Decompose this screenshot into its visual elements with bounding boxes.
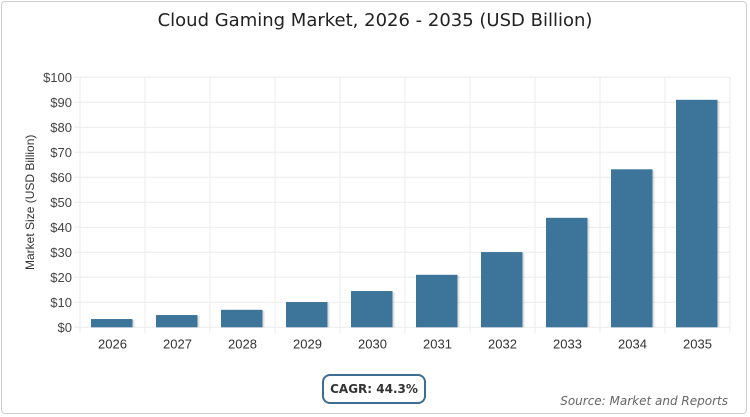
bar-2027 bbox=[156, 315, 198, 328]
x-tick-label: 2034 bbox=[618, 336, 647, 351]
bar-2033 bbox=[546, 217, 588, 328]
bar-2029 bbox=[286, 302, 328, 328]
y-tick-label: $60 bbox=[50, 170, 72, 185]
x-tick-label: 2031 bbox=[423, 336, 452, 351]
chart-title: Cloud Gaming Market, 2026 - 2035 (USD Bi… bbox=[157, 10, 593, 31]
y-tick-label: $70 bbox=[50, 145, 72, 160]
x-tick-label: 2026 bbox=[98, 336, 127, 351]
bar-2031 bbox=[416, 274, 458, 328]
x-tick-label: 2035 bbox=[683, 336, 712, 351]
y-tick-label: $0 bbox=[58, 320, 72, 335]
bar-2034 bbox=[611, 169, 653, 328]
x-tick-label: 2029 bbox=[293, 336, 322, 351]
x-tick-label: 2028 bbox=[228, 336, 257, 351]
y-tick-label: $30 bbox=[50, 245, 72, 260]
bar-2026 bbox=[91, 319, 133, 328]
y-tick-label: $10 bbox=[50, 295, 72, 310]
x-tick-label: 2030 bbox=[358, 336, 387, 351]
y-tick-label: $100 bbox=[43, 70, 72, 85]
bar-2035 bbox=[676, 99, 718, 328]
bar-2030 bbox=[351, 291, 393, 328]
y-tick-label: $20 bbox=[50, 270, 72, 285]
y-tick-label: $40 bbox=[50, 220, 72, 235]
y-tick-label: $90 bbox=[50, 95, 72, 110]
x-tick-label: 2032 bbox=[488, 336, 517, 351]
y-axis-label: Market Size (USD Billion) bbox=[23, 135, 37, 270]
bar-2032 bbox=[481, 252, 523, 328]
y-tick-label: $80 bbox=[50, 120, 72, 135]
x-tick-label: 2033 bbox=[553, 336, 582, 351]
source-note: Source: Market and Reports bbox=[560, 394, 728, 408]
cagr-badge: CAGR: 44.3% bbox=[322, 374, 426, 404]
y-tick-label: $50 bbox=[50, 195, 72, 210]
bar-2028 bbox=[221, 309, 263, 328]
x-tick-label: 2027 bbox=[163, 336, 192, 351]
